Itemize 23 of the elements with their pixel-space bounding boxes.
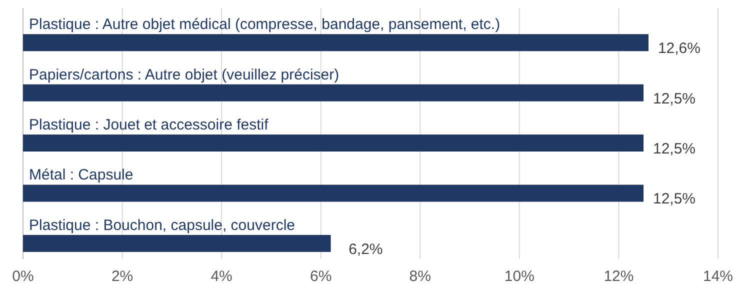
x-tick-label: 10%	[504, 268, 534, 285]
y-tick-label: Plastique : Bouchon, capsule, couvercle	[29, 216, 295, 234]
x-tick-label: 0%	[12, 268, 34, 285]
data-label: 12,5%	[652, 190, 696, 208]
data-label: 12,5%	[652, 140, 696, 158]
y-tick-label: Métal : Capsule	[29, 166, 134, 184]
data-label: 6,2%	[348, 240, 383, 258]
y-tick-label: Plastique : Autre objet médical (compresse, bandage, pansement, etc.)	[29, 16, 500, 34]
bar	[23, 234, 331, 252]
x-tick-label: 4%	[210, 268, 232, 285]
data-label: 12,5%	[652, 90, 696, 108]
data-label: 12,6%	[658, 40, 700, 58]
bar	[23, 184, 644, 202]
x-tick-label: 12%	[604, 268, 634, 285]
x-tick-label: 14%	[702, 268, 734, 285]
y-tick-label: Papiers/cartons : Autre objet (veuillez préciser)	[29, 66, 340, 84]
bar	[23, 34, 648, 52]
y-tick-label: Plastique : Jouet et accessoire festif	[29, 116, 270, 134]
x-tick-label: 2%	[111, 268, 134, 285]
x-tick-label: 6%	[310, 268, 332, 285]
bar	[23, 134, 644, 152]
x-tick-label: 8%	[409, 268, 431, 285]
bar	[23, 84, 644, 102]
